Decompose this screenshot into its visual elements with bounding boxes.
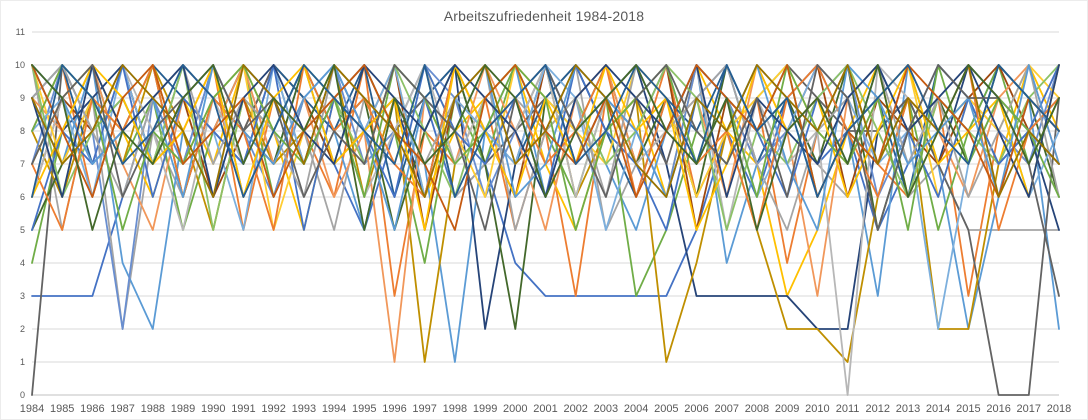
x-tick-label: 2015: [956, 403, 980, 415]
x-tick-label: 1987: [110, 403, 134, 415]
x-tick-label: 2006: [684, 403, 708, 415]
x-tick-label: 1998: [443, 403, 467, 415]
x-tick-label: 1991: [231, 403, 255, 415]
x-tick-label: 1992: [261, 403, 285, 415]
series-line-series-29: [31, 64, 1060, 198]
x-tick-label: 1995: [352, 403, 376, 415]
y-tick-label: 8: [20, 126, 25, 136]
x-tick-label: 1994: [322, 403, 346, 415]
x-tick-label: 1990: [201, 403, 225, 415]
x-tick-label: 1996: [382, 403, 406, 415]
x-tick-label: 1997: [412, 403, 436, 415]
x-tick-label: 1986: [80, 403, 104, 415]
series-line-series-28: [31, 64, 1060, 198]
x-tick-label: 1984: [20, 403, 44, 415]
series-line-series-30: [31, 64, 1060, 231]
x-tick-label: 2007: [714, 403, 738, 415]
x-tick-label: 2010: [805, 403, 829, 415]
y-tick-label: 5: [20, 225, 25, 235]
x-tick-label: 2016: [986, 403, 1010, 415]
x-tick-label: 2005: [654, 403, 678, 415]
x-tick-label: 2001: [533, 403, 557, 415]
y-tick-label: 9: [20, 93, 25, 103]
series-line-series-23: [31, 64, 1060, 231]
x-tick-label: 2018: [1047, 403, 1071, 415]
y-tick-label: 2: [20, 324, 25, 334]
x-tick-label: 2004: [624, 403, 648, 415]
x-tick-label: 1993: [292, 403, 316, 415]
x-tick-label: 1999: [473, 403, 497, 415]
y-tick-label: 10: [15, 60, 25, 70]
y-tick-label: 1: [20, 357, 25, 367]
y-tick-label: 6: [20, 192, 25, 202]
y-tick-label: 3: [20, 291, 25, 301]
y-tick-label: 7: [20, 159, 25, 169]
x-tick-label: 1989: [171, 403, 195, 415]
y-tick-label: 4: [20, 258, 25, 268]
x-tick-label: 2017: [1017, 403, 1041, 415]
x-tick-label: 2009: [775, 403, 799, 415]
x-tick-label: 1985: [50, 403, 74, 415]
x-tick-label: 2008: [745, 403, 769, 415]
x-tick-label: 2000: [503, 403, 527, 415]
x-tick-label: 2002: [563, 403, 587, 415]
x-tick-label: 2011: [836, 403, 860, 415]
x-tick-label: 2014: [926, 403, 950, 415]
y-tick-label: 11: [16, 27, 25, 37]
y-tick-label: 0: [20, 390, 25, 400]
chart-title: Arbeitszufriedenheit 1984-2018: [443, 8, 645, 24]
x-tick-label: 2012: [866, 403, 890, 415]
x-tick-label: 2003: [594, 403, 618, 415]
x-tick-label: 2013: [896, 403, 920, 415]
x-tick-label: 1988: [141, 403, 165, 415]
